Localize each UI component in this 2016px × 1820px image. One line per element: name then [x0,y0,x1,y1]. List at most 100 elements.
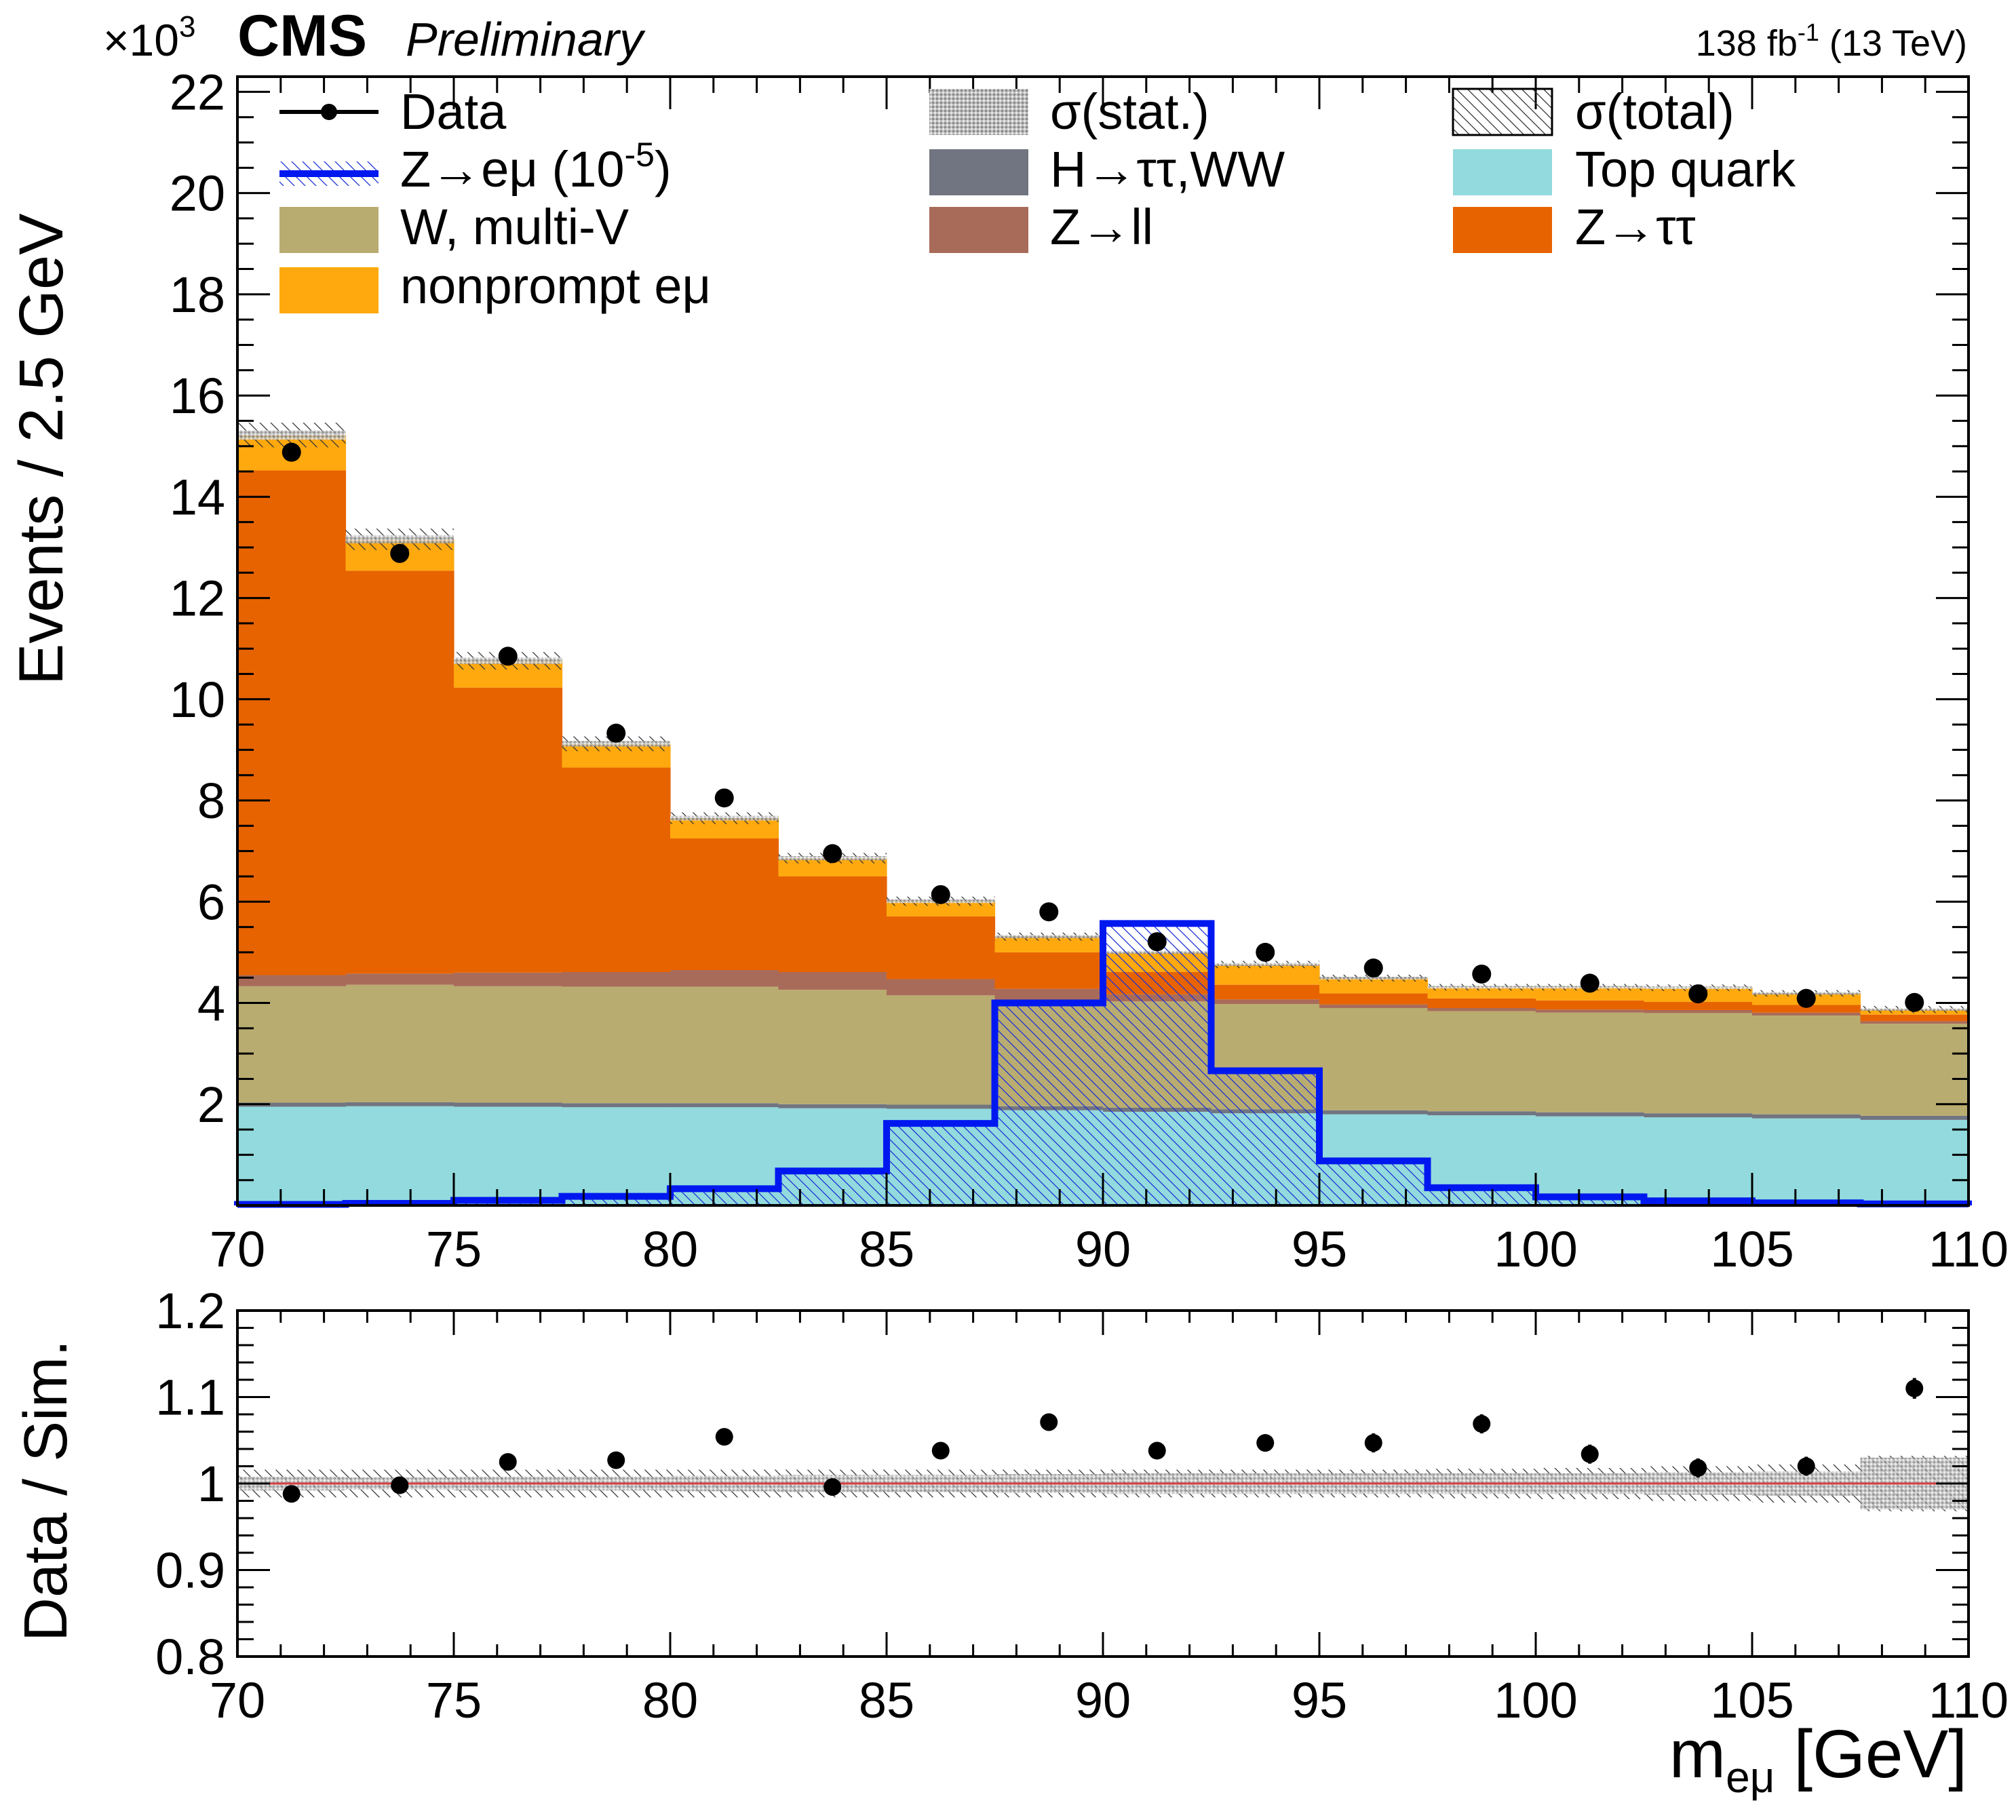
stack-bar-hww [1427,1111,1536,1116]
ratio-x-tick-label: 100 [1494,1672,1577,1728]
stack-bar-wmultiv [887,995,996,1105]
data-marker-icon [321,104,337,120]
experiment-label: CMS [237,3,367,69]
stack-bar-hww [345,1102,454,1106]
signal-outline [234,920,1972,1208]
ratio-y-tick-label: 1 [197,1456,225,1512]
y-tick-label: 6 [197,874,225,930]
ratio-x-tick-label: 70 [210,1672,265,1728]
data-point [498,646,518,666]
stack-bar-wmultiv [454,986,563,1103]
lumi-exponent: -1 [1798,18,1819,46]
stack-bar-hww [778,1104,887,1108]
main-y-tick-labels: 2 4 6 8 10 12 14 16 18 20 22 [170,64,225,1132]
x-axis-label: meμ [GeV] [1669,1716,1967,1802]
stack-bar-zll [1860,1021,1969,1024]
stat-uncertainty-band [1211,963,1319,966]
stack-bar-ztautau [1536,1000,1645,1010]
ratio-point [1364,1434,1382,1452]
ratio-panel: 70 75 80 85 90 95 100 105 110 0.8 0.9 1 1.1 1.2 Data… [12,1283,2009,1802]
scale-factor: ×103 [103,10,195,65]
data-point [1796,988,1816,1008]
stack-bar-top [1536,1116,1645,1205]
legend: Data Z→eμ (10-5) W, multi-V nonprompt eμ… [279,83,1796,314]
stack-bar-zll [1319,1004,1429,1008]
x-tick-label: 95 [1292,1221,1347,1277]
stat-uncertainty-band [670,815,779,821]
scale-exponent: 3 [179,10,195,43]
data-point [606,723,626,743]
ratio-point [1581,1445,1599,1463]
legend-entry-total: σ(total) [1452,83,1734,140]
data-point [390,543,410,563]
x-tick-label: 85 [859,1221,914,1277]
stack-bar-ztautau [454,687,563,973]
svg-text:Z→eμ (10-5): Z→eμ (10-5) [400,136,672,197]
stack-bar-zll [237,975,347,986]
stack-bar-hww [670,1103,779,1108]
legend-entry-data: Data [279,83,507,140]
stack-bar-top [1860,1119,1969,1205]
ratio-point [823,1478,842,1496]
main-x-tick-labels: 70 75 80 85 90 95 100 105 110 [210,1221,2009,1277]
stack-bar-ztautau [670,838,779,971]
stack-bar-hww [1752,1114,1861,1119]
data-points [282,442,1924,1012]
x-tick-label: 110 [1928,1221,2009,1277]
data-point [1256,942,1275,962]
stack-bar-ztautau [345,570,454,974]
ratio-x-tick-label: 85 [859,1672,914,1728]
ratio-y-axis-label: Data / Sim. [12,1340,80,1642]
stack-bar-zll [1644,1009,1753,1013]
legend-entry-zll: Z→ll [929,199,1153,255]
stack-bar-ztautau [778,876,887,973]
data-point [931,885,950,904]
ratio-x-tick-label: 105 [1710,1672,1794,1728]
stack-bar-hww [562,1103,671,1108]
main-panel: 70 75 80 85 90 95 100 105 110 2 4 6 8 10 12 14 16 18 20 22… [7,64,2009,1277]
stack-bar-wmultiv [778,990,887,1104]
stack-bar-zll [1427,1007,1536,1011]
svg-text:σ(stat.): σ(stat.) [1050,83,1209,140]
stat-uncertainty-band [994,935,1103,939]
stack-bar-zll [887,979,996,996]
stack-bar-ztautau [562,767,671,973]
stack-bar-wmultiv [1427,1011,1536,1112]
ratio-point [391,1476,409,1494]
data-point [1905,992,1924,1012]
y-tick-label: 2 [197,1077,225,1133]
y-tick-label: 10 [170,672,225,728]
luminosity-label: 138 fb-1 (13 TeV) [1696,18,1967,64]
data-point [282,442,301,462]
ratio-x-tick-label: 95 [1292,1672,1347,1728]
stack-bar-zll [994,988,1104,1001]
ratio-point [1797,1457,1815,1475]
svg-text:W, multi-V: W, multi-V [400,199,629,255]
stack-bar-zll [1752,1012,1861,1016]
x-tick-label: 80 [642,1221,698,1277]
svg-text:Z→ττ: Z→ττ [1575,199,1696,255]
stack-bar-top [237,1106,347,1205]
stack-bar-hww [1644,1113,1753,1118]
svg-text:nonprompt eμ: nonprompt eμ [400,258,711,314]
main-y-axis-label: Events / 2.5 GeV [7,214,76,685]
stack-bar-ztautau [1644,1002,1753,1010]
data-point [1147,932,1167,952]
stack-bar-wmultiv [1860,1024,1969,1116]
stack-bar-hww [1319,1110,1429,1115]
legend-entry-ztautau: Z→ττ [1453,199,1696,255]
ratio-point [282,1485,301,1503]
data-point [1039,902,1059,922]
ratio-x-tick-labels: 70 75 80 85 90 95 100 105 110 [210,1672,2009,1728]
ratio-point [1473,1415,1491,1433]
stack-bar-top [1752,1118,1861,1205]
x-tick-label: 90 [1075,1221,1131,1277]
ratio-y-tick-label: 0.8 [155,1629,225,1685]
stack-bar-hww [454,1102,563,1107]
stack-bar-wmultiv [1319,1007,1429,1110]
stack-bar-wmultiv [1536,1012,1645,1112]
ratio-point [1148,1441,1166,1460]
x-tick-label: 100 [1494,1221,1577,1277]
stack-bar-wmultiv [670,986,779,1104]
